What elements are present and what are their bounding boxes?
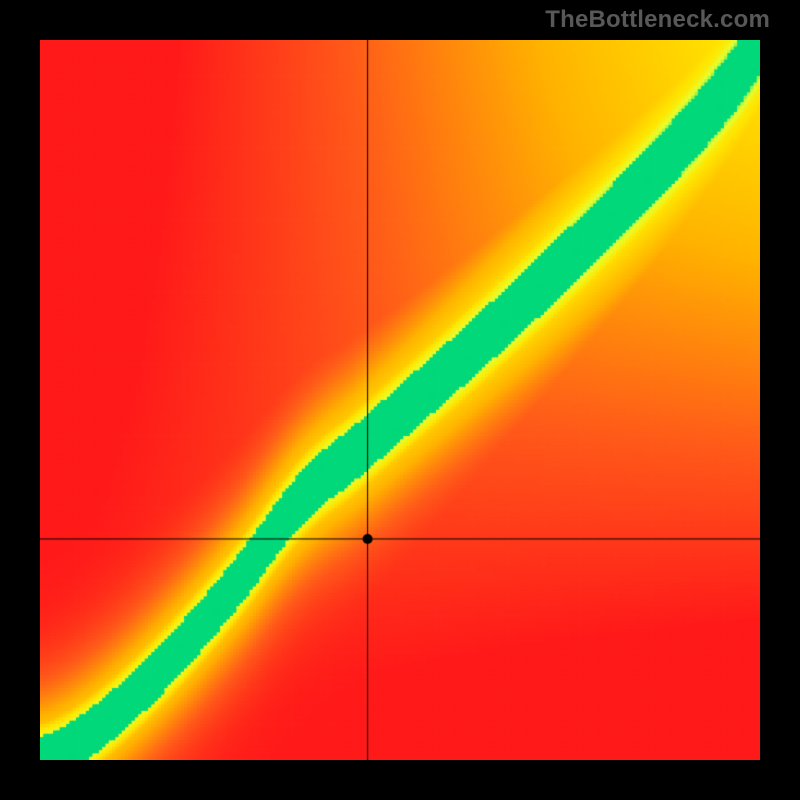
- watermark-text: TheBottleneck.com: [545, 6, 770, 34]
- chart-container: TheBottleneck.com: [0, 0, 800, 800]
- bottleneck-heatmap: [40, 40, 760, 760]
